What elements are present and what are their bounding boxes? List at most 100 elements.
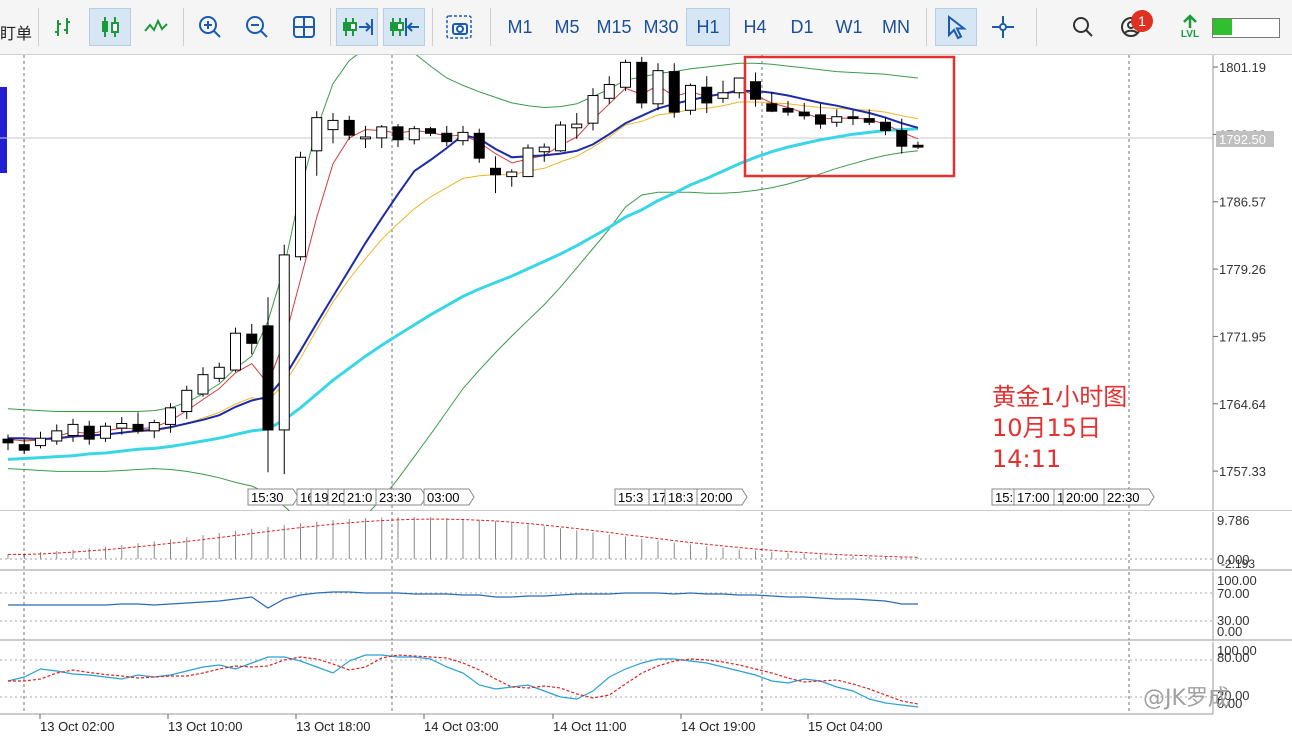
time-tag-label: 20 — [331, 490, 345, 505]
timeframe-m5[interactable]: M5 — [554, 16, 580, 37]
time-axis-label: 13 Oct 18:00 — [296, 719, 370, 734]
screenshot-button[interactable] — [438, 8, 480, 46]
candle-body-bull — [51, 430, 63, 442]
candle — [863, 109, 875, 126]
sub3-axis-20: 20.00 — [1217, 688, 1250, 703]
time-tag-box — [696, 488, 748, 506]
bar-chart-icon — [55, 18, 70, 36]
candle-body-bear — [246, 333, 258, 344]
auto-scroll-icon — [343, 18, 373, 36]
candlestick-chart-button[interactable] — [89, 8, 131, 46]
line-chart-button[interactable] — [136, 8, 178, 46]
timeframe-mn[interactable]: MN — [882, 16, 910, 37]
candle-body-bear — [815, 114, 826, 125]
price-axis-label: 1801.19 — [1219, 60, 1266, 75]
zoom-in-icon — [199, 16, 221, 38]
candle — [652, 63, 664, 111]
time-tag-label: 23:30 — [379, 490, 412, 505]
time-tag: 23:30 — [375, 488, 427, 506]
candle — [912, 141, 924, 149]
cursor-tool-button[interactable] — [935, 8, 977, 46]
price-axis-label: 1757.33 — [1219, 464, 1266, 479]
candle-body-bear — [668, 71, 680, 113]
scrollbar-thumb[interactable] — [0, 87, 7, 173]
candle — [555, 121, 566, 152]
stochastic-panel[interactable]: 100.00 80.00 20.00 0.00 13 Oct 02:00 13 O… — [0, 642, 1292, 740]
sub3-axis-0: 0.00 — [1217, 696, 1242, 711]
current-price-box — [1216, 131, 1274, 147]
timeframe-m15[interactable]: M15 — [596, 16, 632, 37]
time-axis-label: 13 Oct 02:00 — [40, 719, 114, 734]
histogram-indicator-panel[interactable]: 9.786 0.000 -2.193 — [0, 512, 1292, 571]
toolbar-separator — [432, 8, 433, 46]
candle — [636, 56, 648, 109]
moving-average-slow — [7, 127, 919, 461]
sub2-axis-30: 30.00 — [1217, 613, 1250, 628]
bar-chart-button[interactable] — [44, 8, 86, 46]
candle — [360, 125, 371, 149]
candle-body-bull — [100, 425, 111, 439]
candle — [473, 128, 485, 163]
zoom-in-button[interactable] — [189, 8, 231, 46]
timeframe-h1[interactable]: H1 — [686, 8, 730, 46]
price-chart[interactable]: 1801.191793.881786.571779.261771.951764.… — [0, 55, 1292, 511]
candle-body-bull — [571, 123, 583, 129]
candle-body-bull — [295, 156, 306, 258]
time-axis-label: 14 Oct 03:00 — [424, 719, 498, 734]
zoom-out-button[interactable] — [236, 8, 278, 46]
candle — [457, 125, 469, 146]
time-tag-label: 22:30 — [1107, 490, 1140, 505]
timeframe-w1[interactable]: W1 — [835, 16, 863, 37]
sub3-axis-80: 80.00 — [1217, 650, 1250, 665]
auto-scroll-button[interactable] — [336, 8, 378, 46]
timeframe-d1[interactable]: D1 — [790, 16, 814, 37]
histogram-signal-line — [8, 518, 919, 558]
level-label: LVL — [1180, 29, 1200, 40]
candle-body-bull — [197, 374, 209, 395]
toolbar-separator — [183, 8, 184, 46]
candle — [717, 80, 729, 103]
crosshair-tool-button[interactable] — [982, 8, 1024, 46]
sub3-axis-100: 100.00 — [1217, 643, 1257, 658]
sub2-axis-100: 100.00 — [1217, 573, 1257, 588]
candle — [230, 327, 241, 372]
candle — [571, 113, 583, 139]
price-axis-label: 1786.57 — [1219, 195, 1266, 210]
tile-windows-button[interactable] — [283, 8, 325, 46]
time-tag-box — [423, 488, 475, 506]
candle-body-bull — [717, 92, 729, 99]
candle — [896, 118, 908, 154]
candle-body-bull — [213, 366, 225, 379]
oscillator-line — [8, 591, 918, 609]
candle — [603, 76, 615, 104]
candle-body-bull — [620, 61, 631, 88]
sub2-axis-0: 0.00 — [1217, 624, 1242, 639]
timeframe-m1[interactable]: M1 — [507, 16, 533, 37]
candle — [116, 417, 128, 435]
signal-level-button[interactable]: LVL — [1172, 8, 1208, 46]
candle-body-bear — [701, 86, 713, 104]
time-tag-label: 20:00 — [1066, 490, 1099, 505]
highlight-box — [743, 55, 956, 178]
candle — [766, 91, 778, 113]
timeframe-h4[interactable]: H4 — [743, 16, 767, 37]
candle-body-bear — [83, 425, 95, 440]
timeframe-m30[interactable]: M30 — [643, 16, 679, 37]
main-toolbar: 盯单 M1 M5 M15 M30 H1 H4 D1 W1 MN — [0, 0, 1292, 55]
current-price-label: 1792.50 — [1219, 132, 1266, 147]
oscillator-panel-rsi[interactable]: 100.00 70.00 30.00 0.00 — [0, 572, 1292, 641]
chart-shift-button[interactable] — [383, 8, 425, 46]
chart-annotation: 黄金1小时图 10月15日 14:11 — [992, 382, 1127, 475]
candle — [587, 88, 599, 131]
candle — [311, 111, 323, 176]
candle-body-bear — [896, 130, 908, 147]
notification-badge[interactable]: 1 — [1131, 10, 1153, 32]
candle-body-bull — [181, 389, 193, 413]
search-button[interactable] — [1062, 8, 1104, 46]
candle-body-bull — [603, 83, 615, 99]
candle — [181, 385, 193, 419]
line-chart-icon — [144, 18, 168, 32]
candle — [35, 431, 46, 449]
candle — [701, 76, 713, 114]
toolbar-left-label[interactable]: 盯单 — [0, 24, 33, 43]
